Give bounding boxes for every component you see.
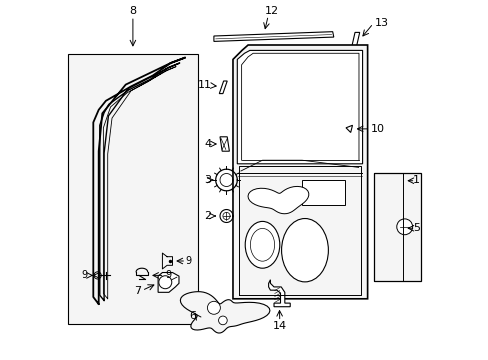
Circle shape <box>207 301 220 314</box>
Polygon shape <box>268 280 289 307</box>
Text: 1: 1 <box>412 175 419 185</box>
Bar <box>302 180 345 205</box>
Polygon shape <box>220 137 229 151</box>
Polygon shape <box>158 273 179 292</box>
Polygon shape <box>213 32 333 41</box>
Polygon shape <box>346 125 352 132</box>
Text: 9: 9 <box>185 256 191 266</box>
Text: 2: 2 <box>204 211 211 221</box>
Text: 12: 12 <box>264 6 278 16</box>
Ellipse shape <box>281 219 328 282</box>
Text: 13: 13 <box>374 18 388 28</box>
Text: 11: 11 <box>197 80 211 90</box>
Bar <box>373 173 420 281</box>
Circle shape <box>218 316 227 325</box>
Text: 3: 3 <box>204 175 211 185</box>
Circle shape <box>94 272 101 279</box>
Text: 9: 9 <box>165 270 171 280</box>
Ellipse shape <box>250 229 274 261</box>
Polygon shape <box>180 292 269 333</box>
Bar <box>68 54 197 324</box>
Circle shape <box>159 276 171 289</box>
Text: 6: 6 <box>188 311 196 321</box>
Text: 8: 8 <box>129 6 136 16</box>
Polygon shape <box>232 45 367 299</box>
Text: 5: 5 <box>412 222 419 233</box>
Polygon shape <box>219 81 227 94</box>
Polygon shape <box>237 50 362 164</box>
Text: 14: 14 <box>272 321 286 331</box>
Text: 4: 4 <box>204 139 211 149</box>
Text: 9: 9 <box>81 270 88 280</box>
Polygon shape <box>348 32 359 59</box>
Ellipse shape <box>244 221 279 268</box>
Text: 7: 7 <box>134 286 141 296</box>
Text: 10: 10 <box>370 124 385 134</box>
Polygon shape <box>247 186 308 214</box>
Circle shape <box>396 219 412 235</box>
